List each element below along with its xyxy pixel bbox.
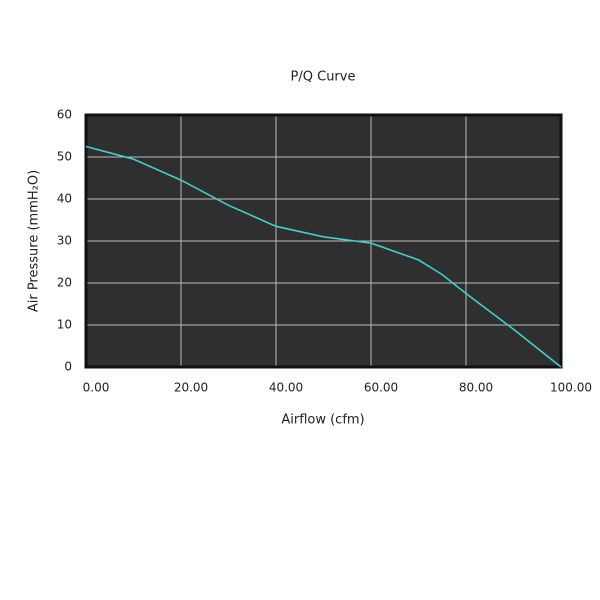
y-tick-label: 40 [57, 192, 72, 206]
x-tick-label: 0.00 [83, 381, 110, 395]
y-tick-label: 50 [57, 150, 72, 164]
chart-title: P/Q Curve [291, 70, 356, 85]
y-tick-label: 10 [57, 318, 72, 332]
y-tick-label: 20 [57, 276, 72, 290]
x-tick-label: 40.00 [269, 381, 303, 395]
x-axis-label: Airflow (cfm) [281, 413, 364, 428]
x-tick-label: 80.00 [459, 381, 493, 395]
plot-frame [84, 113, 563, 369]
x-tick-label: 20.00 [174, 381, 208, 395]
y-axis-label: Air Pressure (mmH₂O) [27, 170, 42, 312]
x-tick-label: 60.00 [364, 381, 398, 395]
data-line [85, 145, 562, 368]
y-tick-label: 0 [64, 360, 72, 374]
y-tick-label: 60 [57, 108, 72, 122]
x-tick-label: 100.00 [550, 381, 592, 395]
y-tick-label: 30 [57, 234, 72, 248]
